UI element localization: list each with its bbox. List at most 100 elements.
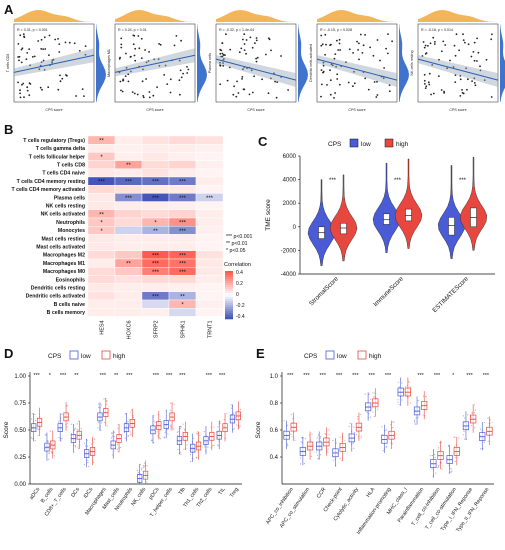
heatmap-col-label: HES4: [100, 320, 106, 334]
jitter-point: [487, 440, 489, 442]
jitter-point: [117, 443, 119, 446]
scatter-point: [163, 74, 166, 76]
jitter-point: [47, 441, 49, 443]
jitter-point: [217, 444, 219, 446]
jitter-point: [239, 408, 242, 410]
scatter-point: [145, 78, 148, 80]
heatmap-cell: [114, 242, 143, 251]
jitter-point: [74, 428, 76, 430]
jitter-point: [47, 440, 49, 442]
jitter-point: [382, 450, 384, 452]
sig-marker: ***: [320, 373, 327, 379]
jitter-point: [471, 411, 473, 413]
jitter-point: [317, 458, 319, 460]
marginal-density-right: [96, 24, 106, 102]
heatmap-cell: [168, 168, 197, 178]
heatmap-row-label: Macrophages M0: [43, 269, 85, 275]
scatter-point: [275, 96, 278, 99]
scatter-point: [250, 69, 253, 72]
jitter-point: [100, 422, 102, 424]
jitter-point: [239, 425, 241, 427]
scatter-point: [324, 33, 327, 36]
y-tick-label: 0.75: [14, 401, 26, 407]
jitter-point: [132, 414, 134, 416]
jitter-point: [360, 413, 362, 415]
scatter-point: [54, 38, 57, 41]
jitter-point: [163, 436, 165, 438]
scatter-point: [33, 55, 36, 58]
sig-marker: ***: [60, 373, 67, 379]
heatmap-cell: [195, 144, 224, 153]
jitter-point: [130, 433, 132, 435]
jitter-point: [483, 441, 485, 443]
y-axis-label: Macrophages M1: [107, 49, 111, 77]
jitter-point: [370, 398, 372, 400]
jitter-point: [369, 416, 371, 418]
x-tick-label: CCR: [316, 487, 328, 500]
scatter-point: [459, 95, 462, 97]
scatter-point: [219, 61, 221, 64]
jitter-point: [368, 413, 370, 415]
jitter-point: [317, 434, 320, 436]
y-axis-label: Plasma cells: [208, 53, 212, 73]
heatmap-cell: [114, 283, 143, 293]
scatter-point: [48, 54, 50, 56]
heatmap-sig-star: ***: [152, 262, 160, 268]
scatter-point: [222, 62, 224, 64]
scatter-point: [65, 74, 67, 76]
scatter-point: [59, 74, 61, 77]
heatmap-sig-star: **: [126, 163, 131, 169]
heatmap-cell: [195, 160, 224, 169]
jitter-point: [177, 448, 179, 450]
scatter-point: [44, 48, 47, 50]
scatter-point: [477, 51, 480, 54]
scatter-point: [73, 42, 76, 45]
jitter-point: [356, 434, 358, 436]
y-tick-label: -4000: [281, 272, 297, 278]
jitter-point: [332, 440, 334, 442]
regression-line: [13, 54, 95, 73]
scatter-point: [253, 75, 256, 78]
scatter-point: [130, 70, 132, 73]
scatter-point: [83, 95, 85, 97]
jitter-point: [291, 436, 293, 438]
heatmap-sig-star: ***: [179, 270, 187, 276]
jitter-point: [124, 413, 126, 415]
heatmap-cell: [195, 176, 224, 186]
jitter-point: [372, 411, 374, 413]
jitter-point: [30, 437, 33, 439]
jitter-point: [124, 422, 126, 424]
scatter-point: [42, 48, 44, 50]
heatmap-row-label: T cells regulatory (Tregs): [23, 138, 85, 144]
heatmap-cell: [87, 160, 116, 169]
scatter-point: [454, 81, 457, 83]
scatter-point: [156, 86, 159, 88]
heatmap-cell: [195, 209, 224, 219]
jitter-point: [480, 448, 482, 450]
heatmap-cell: [141, 209, 170, 219]
scatter-point: [173, 44, 176, 47]
heatmap-cell: [87, 266, 116, 276]
scatter-point: [326, 84, 328, 86]
scatter-point: [140, 57, 143, 59]
jitter-point: [397, 401, 399, 403]
heatmap-cell: [141, 234, 170, 243]
marginal-density-top: [14, 10, 94, 22]
heatmap-cell: [168, 234, 197, 243]
scatter-point: [255, 57, 257, 60]
scatter-point: [78, 50, 81, 52]
scatter-point: [134, 59, 137, 62]
scatter-point: [179, 69, 182, 72]
scatter-point: [438, 58, 440, 61]
scatter-point: [40, 61, 43, 63]
jitter-point: [473, 404, 475, 406]
scatter-point: [40, 48, 43, 50]
scatter-point: [353, 82, 356, 85]
heatmap-cell: [195, 234, 224, 243]
heatmap-cell: [114, 201, 143, 210]
heatmap-cell: [87, 307, 116, 317]
scatter-point: [387, 33, 389, 35]
jitter-point: [117, 451, 119, 453]
jitter-point: [142, 464, 144, 467]
sig-marker: ***: [368, 373, 375, 379]
